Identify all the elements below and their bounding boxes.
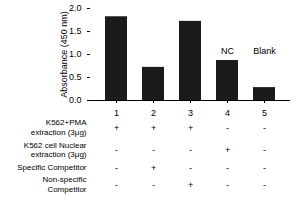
svg-text:Specific Competitor: Specific Competitor — [17, 163, 87, 172]
svg-text:K562+PMAextraction (3μg): K562+PMAextraction (3μg) — [31, 118, 87, 137]
svg-text:Non-specificCompetitor: Non-specificCompetitor — [42, 175, 86, 194]
svg-text:2: 2 — [151, 108, 156, 118]
svg-text:-: - — [226, 163, 229, 173]
svg-text:-: - — [152, 145, 155, 155]
svg-text:-: - — [263, 123, 266, 133]
svg-text:-: - — [115, 180, 118, 190]
svg-text:1.5: 1.5 — [69, 26, 82, 36]
svg-text:+: + — [151, 123, 156, 133]
svg-text:2.0: 2.0 — [69, 3, 82, 13]
svg-text:NC: NC — [221, 46, 234, 56]
svg-text:-: - — [226, 180, 229, 190]
svg-text:-: - — [263, 145, 266, 155]
svg-text:-: - — [189, 145, 192, 155]
svg-text:3: 3 — [188, 108, 193, 118]
svg-text:+: + — [188, 180, 193, 190]
svg-text:0.0: 0.0 — [69, 95, 82, 105]
svg-text:-: - — [152, 180, 155, 190]
svg-text:-: - — [263, 163, 266, 173]
svg-text:-: - — [115, 163, 118, 173]
svg-text:+: + — [151, 163, 156, 173]
svg-text:0.5: 0.5 — [69, 72, 82, 82]
svg-text:4: 4 — [225, 108, 230, 118]
svg-text:1: 1 — [114, 108, 119, 118]
svg-text:K562 cell Nuclearextraction (3: K562 cell Nuclearextraction (3μg) — [24, 141, 87, 160]
svg-text:1.0: 1.0 — [69, 49, 82, 59]
svg-text:-: - — [226, 123, 229, 133]
svg-text:-: - — [189, 163, 192, 173]
svg-text:Blank: Blank — [253, 46, 276, 56]
svg-text:+: + — [188, 123, 193, 133]
svg-text:+: + — [114, 123, 119, 133]
svg-text:-: - — [263, 180, 266, 190]
svg-text:Absorbance (450 nm): Absorbance (450 nm) — [59, 11, 69, 98]
svg-text:-: - — [115, 145, 118, 155]
svg-text:+: + — [225, 145, 230, 155]
svg-text:5: 5 — [262, 108, 267, 118]
